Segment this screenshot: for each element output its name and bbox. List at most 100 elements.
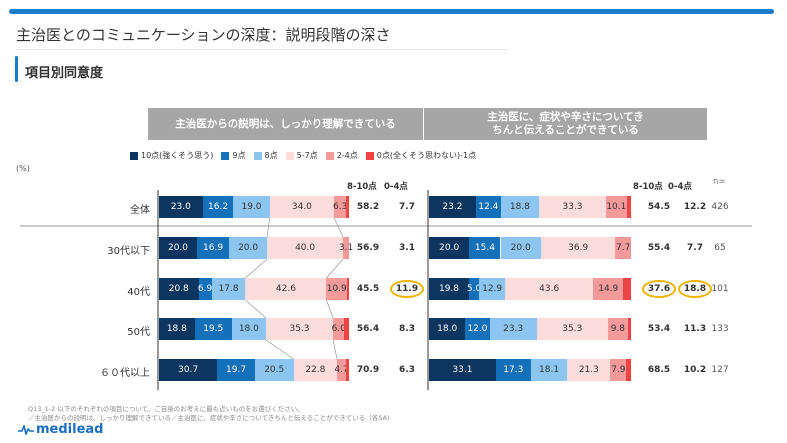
bar-label: 19.5 bbox=[203, 324, 224, 334]
subtitle-marker bbox=[15, 56, 18, 82]
n-value: 65 bbox=[714, 243, 726, 253]
top-box-value: 37.6 bbox=[642, 280, 676, 298]
bar-label: 7.9 bbox=[611, 365, 626, 375]
bar-label: 19.7 bbox=[226, 365, 247, 375]
bar-label: 12.0 bbox=[467, 324, 488, 334]
legend-label: 10点(強くそう思う) bbox=[141, 151, 214, 160]
bar-segment: 18.1 bbox=[530, 359, 568, 381]
bar-segment: 23.2 bbox=[429, 196, 476, 218]
bottom-box-value: 12.2 bbox=[683, 202, 707, 212]
row-label: 40代 bbox=[127, 287, 150, 298]
bar-segment: 23.0 bbox=[159, 196, 203, 218]
bar-segment: 12.9 bbox=[479, 278, 506, 300]
top-accent-bar bbox=[9, 9, 774, 14]
bar-label: 20.0 bbox=[439, 243, 460, 253]
panel-header-right: 主治医に、症状や辛さについてきちんと伝えることができている bbox=[424, 108, 707, 140]
bar-label: 5.0 bbox=[466, 284, 482, 294]
bottom-box-value: 6.3 bbox=[399, 365, 415, 375]
bar-label: 18.0 bbox=[437, 324, 458, 334]
legend-label: 0点(全くそう思わない)-1点 bbox=[376, 151, 477, 160]
footnote: Q13_1-2 以下のそれぞれの項目について、ご自身のお考えに最も近いものをお選… bbox=[28, 405, 389, 423]
bar-segment: 18.8 bbox=[159, 318, 195, 340]
bar-segment bbox=[627, 318, 631, 340]
bar-segment: 18.0 bbox=[231, 318, 266, 340]
bar-segment: 35.3 bbox=[265, 318, 334, 340]
top-box-value: 68.5 bbox=[647, 365, 671, 375]
bar-segment: 19.7 bbox=[217, 359, 255, 381]
logo-text: medilead bbox=[36, 422, 104, 437]
unit-label: (%) bbox=[16, 164, 30, 173]
panel-header-left: 主治医からの説明は、しっかり理解できている bbox=[148, 108, 423, 140]
connector-line bbox=[265, 339, 294, 360]
bar-segment: 40.0 bbox=[267, 237, 344, 259]
connector-line bbox=[266, 217, 270, 238]
bar-segment: 20.0 bbox=[229, 237, 268, 259]
bar-segment: 23.3 bbox=[489, 318, 537, 340]
bar-segment: 20.8 bbox=[159, 278, 199, 300]
row-label: ６０代以上 bbox=[100, 368, 150, 379]
bar-label: 43.6 bbox=[539, 284, 560, 294]
n-value: 101 bbox=[711, 284, 729, 294]
bar-label: 33.3 bbox=[562, 202, 583, 212]
bottom-box-value: 8.3 bbox=[399, 324, 415, 334]
legend-swatch bbox=[285, 151, 294, 160]
bar-label: 4.7 bbox=[334, 365, 349, 375]
bottom-box-value: 7.7 bbox=[399, 202, 415, 212]
bar-label: 20.0 bbox=[510, 243, 531, 253]
top-box-value: 70.9 bbox=[356, 365, 380, 375]
bottom-box-value: 10.2 bbox=[683, 365, 707, 375]
bar-label: 19.0 bbox=[241, 202, 262, 212]
bar-segment: 18.8 bbox=[500, 196, 539, 218]
col-header-top-left: 8-10点 bbox=[347, 182, 377, 192]
bar-label: 36.9 bbox=[568, 243, 589, 253]
bar-segment: 17.3 bbox=[495, 359, 531, 381]
bar-segment: 5.0 bbox=[466, 278, 482, 300]
bar-label: 18.8 bbox=[509, 202, 530, 212]
bar-label: 21.3 bbox=[578, 365, 599, 375]
bottom-box-value: 11.3 bbox=[683, 324, 707, 334]
bar-segment bbox=[345, 359, 349, 381]
n-value: 127 bbox=[711, 365, 729, 375]
bar-segment: 6.0 bbox=[332, 318, 346, 340]
bar-label: 12.4 bbox=[478, 202, 499, 212]
bar-label: 20.8 bbox=[168, 284, 189, 294]
bar-label: 10.1 bbox=[606, 202, 627, 212]
bar-label: 6.3 bbox=[333, 202, 348, 212]
bar-label: 34.0 bbox=[291, 202, 312, 212]
bar-segment: 16.2 bbox=[202, 196, 234, 218]
col-header-n: n= bbox=[713, 177, 726, 187]
n-value: 133 bbox=[711, 324, 729, 334]
legend-item: 8点 bbox=[253, 150, 278, 161]
bar-segment: 12.0 bbox=[465, 318, 490, 340]
connector-line bbox=[332, 339, 338, 360]
bar-segment: 34.0 bbox=[269, 196, 335, 218]
top-box-value: 53.4 bbox=[647, 324, 671, 334]
legend-label: 8点 bbox=[264, 151, 278, 160]
bar-label: 42.6 bbox=[275, 284, 296, 294]
connector-line bbox=[333, 217, 344, 238]
bar-segment: 9.8 bbox=[607, 318, 628, 340]
bar-segment: 17.8 bbox=[211, 278, 246, 300]
bar-segment: 20.5 bbox=[254, 359, 294, 381]
row-label: 30代以下 bbox=[107, 246, 150, 257]
bar-label: 19.8 bbox=[438, 284, 460, 294]
top-box-value: 55.4 bbox=[647, 243, 671, 253]
bar-segment: 16.9 bbox=[197, 237, 230, 259]
bar-segment: 36.9 bbox=[540, 237, 616, 259]
page-title: 主治医とのコミュニケーションの深度：説明段階の深さ bbox=[16, 26, 391, 44]
bar-label: 12.9 bbox=[482, 284, 503, 294]
bar-label: 14.9 bbox=[598, 284, 619, 294]
col-header-bottom-right: 0-4点 bbox=[668, 182, 692, 192]
bottom-box-value: 7.7 bbox=[687, 243, 703, 253]
legend-swatch bbox=[325, 151, 334, 160]
bar-label: 16.9 bbox=[203, 243, 224, 253]
bar-label: 16.2 bbox=[208, 202, 229, 212]
bar-segment: 10.9 bbox=[326, 278, 348, 300]
row-label: 50代 bbox=[127, 327, 150, 338]
col-header-bottom-left: 0-4点 bbox=[384, 182, 408, 192]
connector-line bbox=[245, 299, 267, 319]
bar-segment: 20.0 bbox=[500, 237, 541, 259]
bar-segment: 21.3 bbox=[567, 359, 611, 381]
medilead-logo: medilead bbox=[18, 422, 103, 437]
